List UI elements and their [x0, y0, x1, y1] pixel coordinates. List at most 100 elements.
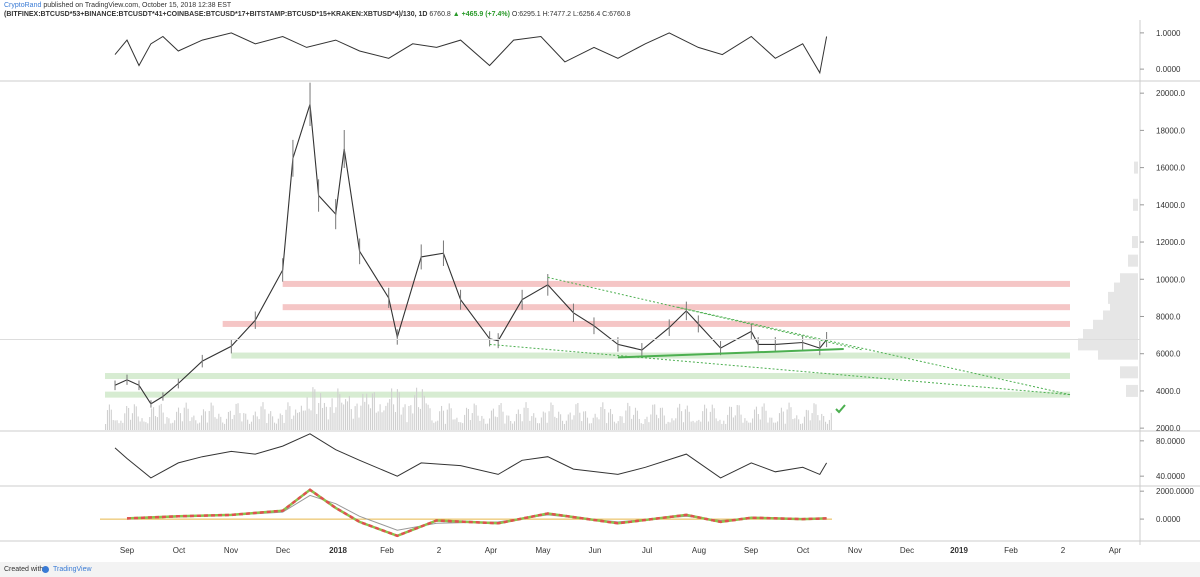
volume-bar [185, 402, 187, 430]
volume-bar [300, 405, 302, 430]
volume-bar [684, 409, 686, 430]
last-price: 6760.8 [429, 11, 451, 18]
volume-bar [389, 399, 391, 430]
volume-bar [446, 409, 448, 430]
volume-bar [268, 413, 270, 430]
volume-bar [154, 416, 157, 430]
volume-bar [646, 416, 648, 430]
volume-bar [490, 410, 493, 430]
volume-bar [650, 414, 652, 430]
volume-bar [423, 395, 425, 430]
volume-bar [417, 407, 420, 430]
volume-bar [462, 423, 464, 430]
tradingview-logo-icon [42, 566, 49, 573]
volume-bar [250, 421, 253, 430]
volume-bar [510, 420, 512, 430]
volume-bar [550, 402, 552, 430]
tradingview-brand[interactable]: TradingView [53, 566, 92, 573]
volume-bar [293, 415, 295, 430]
volume-bar [740, 414, 742, 430]
volume-bar [819, 420, 821, 430]
volume-bar [158, 405, 160, 430]
volume-bar [715, 418, 717, 430]
footer: Created with TradingView [0, 562, 1200, 577]
volume-bar [548, 411, 550, 430]
volume-bar [823, 415, 825, 430]
volume-profile-bar [1093, 319, 1138, 332]
volume-bar [256, 416, 258, 430]
volume-bar [515, 413, 517, 430]
volume-bar [128, 407, 130, 430]
volume-bar [679, 403, 681, 430]
volume-bar [183, 407, 185, 430]
volume-bar [719, 419, 721, 430]
volume-bar [506, 415, 508, 430]
volume-bar [283, 422, 285, 430]
volume-bar [537, 423, 539, 430]
volume-bar [189, 421, 191, 430]
volume-bar [702, 411, 704, 430]
volume-bar [748, 422, 750, 430]
volume-bar [581, 421, 583, 430]
chart-header: CryptoRand published on TradingView.com,… [0, 0, 1200, 20]
volume-bar [508, 415, 510, 430]
macd-fast-line [126, 488, 827, 538]
volume-bar [302, 410, 304, 430]
volume-bar [416, 387, 418, 430]
volume-bar [179, 413, 181, 430]
macd-axis-tick-label: 0.0000 [1156, 515, 1181, 524]
volume-bar [765, 410, 767, 430]
up-arrow-icon: ▲ [452, 11, 460, 18]
volume-bar [778, 413, 781, 430]
volume-bar [608, 412, 610, 430]
created-with: Created with [4, 566, 44, 573]
volume-bar [544, 412, 546, 430]
volume-bar [496, 417, 498, 430]
volume-bar [218, 413, 220, 430]
volume-bar [177, 407, 180, 430]
volume-bar [659, 407, 661, 430]
volume-bar [773, 422, 775, 430]
volume-bar [600, 406, 602, 430]
volume-bar [385, 405, 387, 430]
checkmark-icon [835, 404, 846, 414]
time-axis-label: 2 [437, 546, 442, 555]
volume-bar [129, 419, 132, 430]
volume-bar [369, 408, 372, 430]
volume-bar [247, 419, 249, 430]
volume-bar [435, 421, 437, 430]
time-axis-label: Dec [900, 546, 914, 555]
volume-profile-bar [1110, 301, 1138, 314]
volume-bar [260, 406, 262, 430]
symbol-formula[interactable]: (BITFINEX:BTCUSD*53+BINANCE:BTCUSDT*41+C… [4, 11, 428, 18]
volume-bar [527, 407, 529, 430]
resistance-zone [222, 320, 1070, 327]
volume-bar [686, 405, 688, 430]
volume-bar [717, 421, 719, 430]
volume-bar [585, 411, 587, 430]
oscillator-axis-tick-label: 1.0000 [1156, 29, 1181, 38]
volume-bar [396, 389, 398, 430]
volume-profile-bar [1083, 329, 1138, 342]
volume-bar [314, 389, 316, 430]
volume-bar [727, 414, 729, 430]
volume-bar [473, 403, 475, 430]
volume-bar [400, 414, 402, 430]
volume-bar [222, 422, 224, 430]
volume-bar [460, 422, 462, 430]
author-link[interactable]: CryptoRand [4, 2, 42, 9]
time-axis-label: 2 [1061, 546, 1066, 555]
volume-bar [348, 395, 350, 430]
volume-bar [621, 416, 623, 430]
volume-bar [629, 406, 631, 430]
chart-canvas[interactable]: 1.0000 0.0000 20000.0 18000.0 16000.0 14000.0… [0, 0, 1200, 562]
volume-bar [245, 413, 247, 430]
volume-bar [535, 417, 537, 430]
volume-bar [617, 421, 619, 430]
volume-bar [131, 413, 133, 430]
volume-bar [153, 407, 155, 430]
volume-bar [513, 421, 516, 430]
volume-bar [297, 412, 299, 430]
volume-bar [590, 423, 592, 430]
volume-bar [249, 423, 251, 430]
